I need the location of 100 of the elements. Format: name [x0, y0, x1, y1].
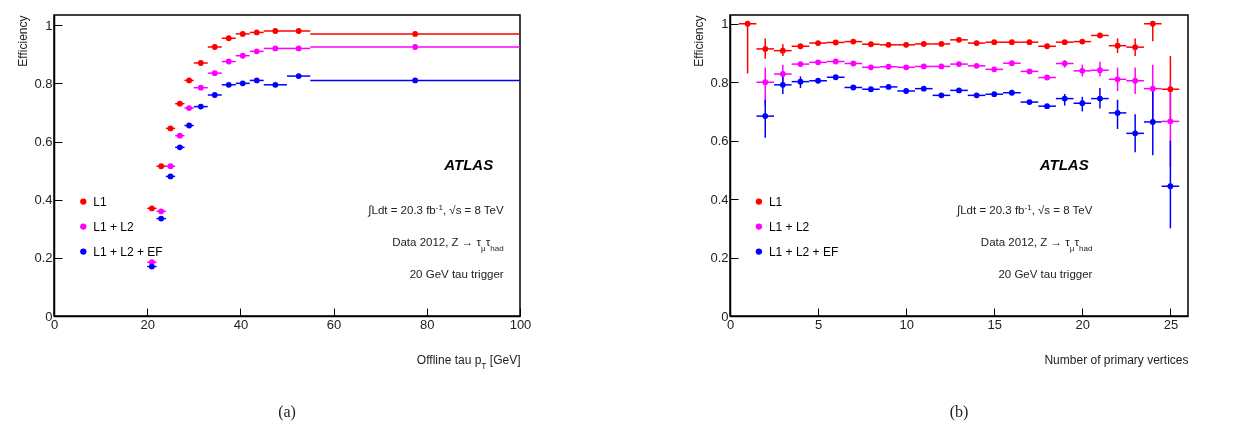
- point: [797, 78, 804, 85]
- point: [762, 45, 769, 52]
- text: (a): [278, 403, 296, 421]
- point: [239, 52, 246, 59]
- point: [973, 92, 980, 99]
- point: [868, 41, 874, 48]
- point: [295, 45, 302, 52]
- y-tick-label: 0.6: [710, 133, 729, 149]
- point: [815, 77, 821, 84]
- point: [938, 63, 945, 70]
- x-tick-label: 40: [233, 316, 249, 332]
- point: [920, 63, 927, 70]
- point: [1008, 39, 1015, 46]
- point: [1167, 86, 1174, 93]
- point: [1114, 76, 1121, 83]
- point: [850, 38, 857, 45]
- annotation: ∫Ldt = 20.3 fb$^{-1}$, √s = 8 TeV: [367, 202, 505, 217]
- y-axis-title: Efficiency: [692, 15, 707, 67]
- point: [197, 60, 204, 66]
- point: [868, 86, 874, 93]
- point: [253, 48, 260, 55]
- annotation: ∫Ldt = 20.3 fb$^{-1}$, √s = 8 TeV: [956, 202, 1093, 217]
- y-tick-label: 0.8: [710, 74, 729, 90]
- point: [850, 60, 857, 67]
- point: [1114, 109, 1121, 116]
- point: [885, 63, 892, 70]
- point: [832, 58, 839, 65]
- x-axis-title: Offline tau p$_{T}$ [GeV]: [416, 352, 521, 371]
- point: [1079, 100, 1086, 107]
- point: [412, 44, 419, 50]
- annotation: 20 GeV tau trigger: [409, 268, 504, 280]
- point: [1061, 95, 1068, 102]
- point: [762, 113, 769, 120]
- x-tick-label: 60: [326, 316, 342, 332]
- point: [973, 62, 980, 69]
- point: [885, 83, 892, 90]
- y-tick-label: 0.2: [710, 250, 729, 266]
- x-tick-label: 20: [140, 316, 155, 332]
- point: [1044, 74, 1050, 81]
- point: [211, 70, 218, 77]
- legend-label: L1: [93, 194, 107, 209]
- point: [1167, 118, 1174, 125]
- y-tick-label: 0.4: [34, 192, 53, 208]
- point: [938, 41, 945, 47]
- point: [1044, 103, 1050, 110]
- point: [920, 41, 927, 47]
- legend-label: L1 + L2 + EF: [768, 244, 839, 259]
- point: [991, 66, 998, 73]
- point: [1044, 43, 1050, 50]
- annotation: 20 GeV tau trigger: [998, 268, 1093, 280]
- point: [868, 64, 874, 71]
- y-axis-title: Efficiency: [16, 15, 31, 67]
- point: [815, 59, 821, 66]
- x-tick-label: 15: [987, 316, 1002, 332]
- x-tick-label: 100: [509, 316, 532, 332]
- x-tick-label: 80: [420, 316, 435, 332]
- point: [762, 79, 769, 86]
- y-tick-label: 0.2: [34, 250, 53, 266]
- point: [956, 87, 962, 94]
- point: [956, 61, 962, 67]
- annotation: ATLAS: [443, 156, 494, 173]
- point: [991, 39, 998, 46]
- point: [1079, 38, 1086, 45]
- point: [412, 30, 419, 37]
- point: [253, 29, 260, 36]
- point: [1132, 130, 1139, 137]
- point: [412, 77, 419, 84]
- point: [744, 20, 751, 27]
- text: (b): [949, 403, 969, 421]
- point: [239, 80, 246, 87]
- point: [903, 64, 910, 71]
- point: [1026, 68, 1033, 75]
- point: [1097, 95, 1103, 102]
- annotation: ATLAS: [1038, 156, 1089, 173]
- y-tick-label: 0.4: [710, 191, 729, 207]
- point: [797, 43, 804, 50]
- point: [1149, 85, 1156, 92]
- point: [1008, 89, 1015, 96]
- y-tick-label: 1: [721, 16, 729, 32]
- annotation: Data 2012, Z → τ$_{μ}$τ$_{had}$: [392, 236, 504, 253]
- point: [225, 58, 232, 65]
- point: [1167, 183, 1174, 190]
- point: [1149, 119, 1156, 125]
- point: [1026, 39, 1033, 46]
- y-tick-label: 0.8: [34, 75, 53, 91]
- legend-label: L1 + L2 + EF: [93, 244, 163, 259]
- point: [225, 35, 232, 42]
- point: [850, 84, 857, 91]
- x-tick-label: 10: [899, 316, 914, 332]
- point: [253, 77, 260, 84]
- point: [211, 44, 218, 50]
- legend-label: L1: [768, 194, 783, 209]
- point: [779, 47, 786, 54]
- point: [832, 74, 839, 81]
- x-tick-label: 5: [814, 316, 823, 332]
- x-axis-title: Number of primary vertices: [1044, 352, 1189, 367]
- annotation: Data 2012, Z → τ$_{μ}$τ$_{had}$: [980, 236, 1093, 253]
- point: [1026, 99, 1033, 105]
- point: [239, 30, 246, 37]
- y-tick-label: 0.6: [34, 134, 53, 150]
